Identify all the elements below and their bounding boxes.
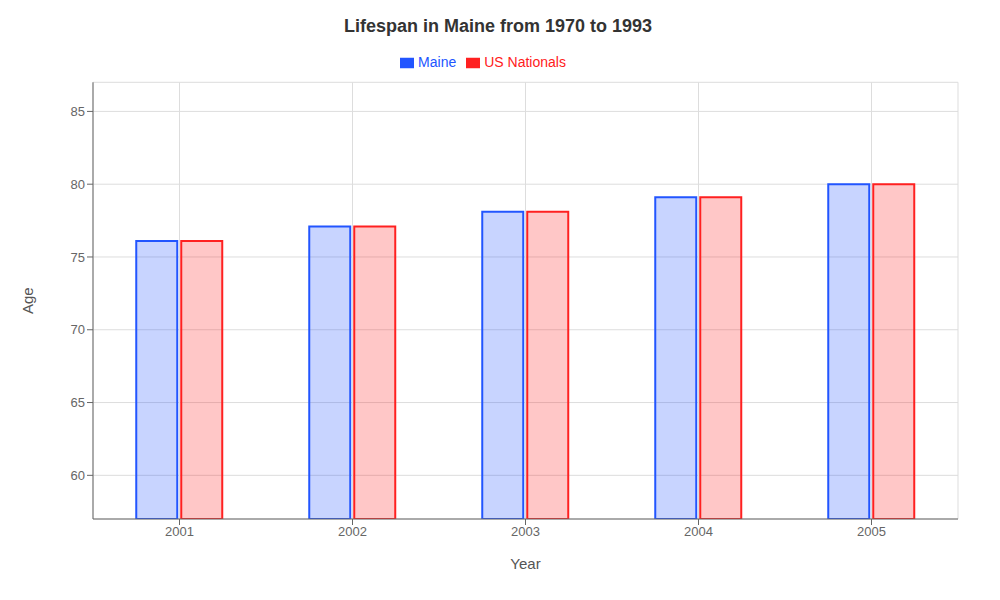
svg-text:2004: 2004	[684, 524, 713, 539]
svg-text:2003: 2003	[511, 524, 540, 539]
svg-text:60: 60	[71, 468, 85, 483]
svg-text:2005: 2005	[857, 524, 886, 539]
svg-text:Age: Age	[19, 287, 36, 314]
svg-text:65: 65	[71, 395, 85, 410]
html-text:Lifespan in Maine from 1970 to: Lifespan in Maine from 1970 to 1993	[343, 16, 652, 36]
svg-text:2002: 2002	[338, 524, 367, 539]
svg-text:85: 85	[71, 104, 85, 119]
svg-text:70: 70	[71, 322, 85, 337]
html-text:Maine: Maine	[418, 54, 457, 70]
svg-text:Year: Year	[510, 555, 540, 572]
svg-text:2001: 2001	[165, 524, 194, 539]
html-text:US Nationals: US Nationals	[484, 54, 566, 70]
svg-text:80: 80	[71, 177, 85, 192]
svg-text:75: 75	[71, 250, 85, 265]
